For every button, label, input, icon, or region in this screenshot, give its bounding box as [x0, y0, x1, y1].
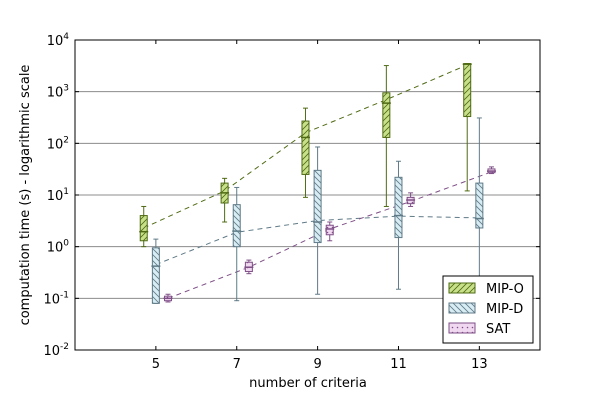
- box-mip-d-5: [151, 238, 161, 304]
- y-tick-label: 101: [47, 187, 69, 204]
- box-sat-9: [325, 221, 335, 242]
- trend-line-mip-d: [155, 215, 480, 266]
- legend-label-mip-o: MIP-O: [486, 282, 524, 297]
- x-tick-label: 13: [471, 357, 488, 372]
- y-tick-label: 10-1: [43, 290, 69, 307]
- trend-lines: [143, 64, 492, 299]
- box-iqr: [232, 204, 241, 248]
- y-tick-label: 100: [47, 239, 70, 256]
- box-sat-11: [406, 192, 416, 207]
- box-iqr: [325, 224, 334, 236]
- x-tick-label: 7: [233, 357, 241, 372]
- legend: MIP-O MIP-D SAT: [442, 275, 534, 344]
- box-iqr: [382, 92, 391, 138]
- box-mip-o-9: [300, 107, 310, 198]
- box-iqr: [313, 169, 322, 244]
- box-mip-o-7: [220, 177, 230, 223]
- box-mip-o-11: [381, 65, 391, 207]
- box-iqr: [139, 215, 148, 242]
- legend-swatch-sat: [448, 322, 476, 334]
- x-tick-label: 5: [152, 357, 160, 372]
- y-axis-label: computation time (s) - logarithmic scale: [18, 65, 33, 326]
- y-tick-label: 103: [47, 84, 69, 101]
- box-mip-d-7: [232, 186, 242, 302]
- box-iqr: [301, 120, 310, 175]
- box-sat-5: [163, 293, 173, 303]
- axis-ticks: 10-2 10-1 100 101 102 103 104 5 7 9 11 13: [43, 32, 540, 372]
- x-axis-label: number of criteria: [249, 376, 367, 391]
- box-elements: [139, 63, 496, 315]
- box-iqr: [151, 247, 160, 304]
- legend-swatch-mip-d: [448, 302, 476, 314]
- box-mip-d-11: [393, 160, 403, 290]
- box-mip-o-13: [462, 63, 472, 192]
- x-tick-label: 11: [390, 357, 407, 372]
- box-iqr: [394, 176, 403, 239]
- y-tick-label: 10-2: [43, 342, 69, 359]
- box-sat-13: [486, 166, 496, 175]
- legend-label-sat: SAT: [486, 322, 510, 337]
- box-mip-d-9: [313, 146, 323, 295]
- legend-label-mip-d: MIP-D: [486, 302, 523, 317]
- x-tick-label: 9: [313, 357, 321, 372]
- legend-swatch-mip-o: [448, 282, 476, 294]
- box-sat-7: [244, 259, 254, 275]
- box-iqr: [475, 182, 484, 229]
- box-mip-o-5: [139, 205, 149, 248]
- trend-line-sat: [167, 171, 492, 299]
- y-tick-label: 104: [47, 32, 70, 49]
- y-tick-label: 102: [47, 135, 69, 152]
- box-iqr: [463, 63, 472, 118]
